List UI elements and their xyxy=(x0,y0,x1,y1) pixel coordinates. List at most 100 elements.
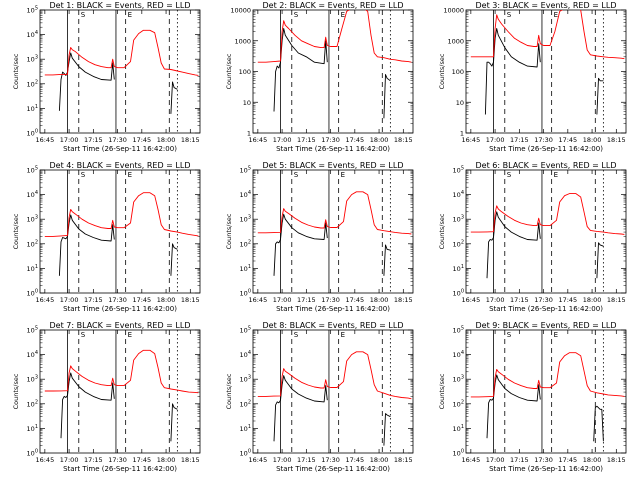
x-tick-label: 17:45 xyxy=(558,136,577,144)
series-events-black-0 xyxy=(273,28,328,112)
y-tick-label: 100 xyxy=(453,449,464,458)
x-tick-label: 18:00 xyxy=(370,456,389,464)
x-tick-label: 17:45 xyxy=(345,136,364,144)
x-tick-label: 17:30 xyxy=(108,296,127,304)
y-axis-label: Counts/sec xyxy=(12,53,20,89)
x-axis-label: Start Time (26-Sep-11 16:42:00) xyxy=(276,305,390,313)
y-tick-label: 102 xyxy=(27,79,38,88)
x-tick-label: 16:45 xyxy=(35,296,54,304)
y-tick-label: 100 xyxy=(27,129,38,138)
series-events-black-1 xyxy=(596,242,604,279)
y-tick-label: 104 xyxy=(27,350,38,359)
x-tick-label: 18:15 xyxy=(394,296,413,304)
marker-flag-label: S xyxy=(81,331,86,339)
chart-title: Det 8: BLACK = Events, RED = LLD xyxy=(263,321,404,330)
x-tick-label: 17:30 xyxy=(534,136,553,144)
plot-frame xyxy=(465,169,627,294)
y-tick-label: 103 xyxy=(240,215,251,224)
chart-title: Det 5: BLACK = Events, RED = LLD xyxy=(263,161,404,170)
x-axis-label: Start Time (26-Sep-11 16:42:00) xyxy=(63,305,177,313)
y-axis-label: Counts/sec xyxy=(225,53,233,89)
y-tick-label: 105 xyxy=(27,6,38,15)
x-tick-label: 17:00 xyxy=(486,296,505,304)
x-tick-label: 17:00 xyxy=(60,136,79,144)
x-tick-label: 16:45 xyxy=(461,296,480,304)
y-tick-label: 105 xyxy=(240,166,251,175)
x-tick-label: 17:15 xyxy=(84,136,103,144)
marker-flag-label: S xyxy=(81,171,86,179)
x-tick-label: 17:30 xyxy=(534,456,553,464)
x-tick-label: 17:45 xyxy=(132,296,151,304)
x-tick-label: 16:45 xyxy=(461,136,480,144)
y-tick-label: 100 xyxy=(27,289,38,298)
plot-frame xyxy=(39,329,201,454)
marker-flag-label: S xyxy=(294,331,299,339)
x-tick-label: 16:45 xyxy=(248,136,267,144)
y-tick-label: 101 xyxy=(27,264,38,273)
series-lld-red-2 xyxy=(257,351,412,400)
plot-frame xyxy=(252,169,414,294)
detector-panel-5: Det 5: BLACK = Events, RED = LLD Counts/s… xyxy=(225,161,414,313)
x-tick-label: 18:15 xyxy=(394,136,413,144)
marker-flag-label: E xyxy=(341,11,345,19)
x-tick-label: 17:00 xyxy=(60,456,79,464)
x-tick-label: 18:15 xyxy=(607,296,626,304)
marker-flag-label: E xyxy=(554,11,558,19)
x-tick-label: 17:30 xyxy=(108,456,127,464)
series-lld-red-2 xyxy=(470,193,625,235)
x-tick-label: 18:00 xyxy=(370,296,389,304)
x-tick-label: 18:00 xyxy=(157,296,176,304)
y-tick-label: 103 xyxy=(27,215,38,224)
marker-flag-label: E xyxy=(341,171,345,179)
x-tick-label: 17:45 xyxy=(558,456,577,464)
x-tick-label: 17:15 xyxy=(510,136,529,144)
marker-flag-label: S xyxy=(294,171,299,179)
y-tick-label: 102 xyxy=(240,399,251,408)
y-tick-label: 104 xyxy=(453,350,464,359)
x-tick-label: 17:30 xyxy=(534,296,553,304)
marker-flag-label: S xyxy=(507,331,512,339)
y-tick-label: 101 xyxy=(240,264,251,273)
x-axis-label: Start Time (26-Sep-11 16:42:00) xyxy=(63,465,177,473)
series-lld-red-2 xyxy=(44,192,199,237)
marker-flag-label: E xyxy=(128,11,132,19)
x-axis-label: Start Time (26-Sep-11 16:42:00) xyxy=(276,145,390,153)
series-lld-red-2 xyxy=(470,10,625,60)
x-tick-label: 16:45 xyxy=(35,456,54,464)
series-events-black-0 xyxy=(58,52,115,111)
x-tick-label: 17:00 xyxy=(60,296,79,304)
detector-panel-3: Det 3: BLACK = Events, RED = LLD Counts/s… xyxy=(438,1,627,153)
x-tick-label: 17:30 xyxy=(321,296,340,304)
y-tick-label: 103 xyxy=(27,55,38,64)
series-events-black-0 xyxy=(58,214,115,276)
y-tick-label: 1000 xyxy=(234,37,251,45)
y-axis-label: Counts/sec xyxy=(225,213,233,249)
chart-title: Det 1: BLACK = Events, RED = LLD xyxy=(50,1,191,10)
plot-frame xyxy=(39,9,201,134)
detector-panel-8: Det 8: BLACK = Events, RED = LLD Counts/s… xyxy=(225,321,414,473)
y-tick-label: 104 xyxy=(240,350,251,359)
plot-frame xyxy=(39,169,201,294)
x-tick-label: 17:15 xyxy=(84,456,103,464)
detector-panel-2: Det 2: BLACK = Events, RED = LLD Counts/s… xyxy=(225,1,414,153)
chart-title: Det 2: BLACK = Events, RED = LLD xyxy=(263,1,404,10)
x-tick-label: 17:30 xyxy=(108,136,127,144)
y-tick-label: 105 xyxy=(27,166,38,175)
y-axis-label: Counts/sec xyxy=(438,373,446,409)
y-axis-label: Counts/sec xyxy=(225,373,233,409)
series-events-black-0 xyxy=(273,213,328,276)
marker-flag-label: E xyxy=(341,331,345,339)
x-tick-label: 17:00 xyxy=(273,136,292,144)
y-axis-label: Counts/sec xyxy=(438,53,446,89)
y-tick-label: 103 xyxy=(453,375,464,384)
y-axis-label: Counts/sec xyxy=(12,373,20,409)
y-tick-label: 105 xyxy=(453,166,464,175)
y-tick-label: 10 xyxy=(456,99,464,107)
x-tick-label: 18:00 xyxy=(583,136,602,144)
y-tick-label: 101 xyxy=(240,424,251,433)
series-events-black-1 xyxy=(383,74,391,119)
marker-flag-label: S xyxy=(507,11,512,19)
series-lld-red-2 xyxy=(44,29,199,76)
x-tick-label: 17:30 xyxy=(321,136,340,144)
y-tick-label: 104 xyxy=(240,190,251,199)
